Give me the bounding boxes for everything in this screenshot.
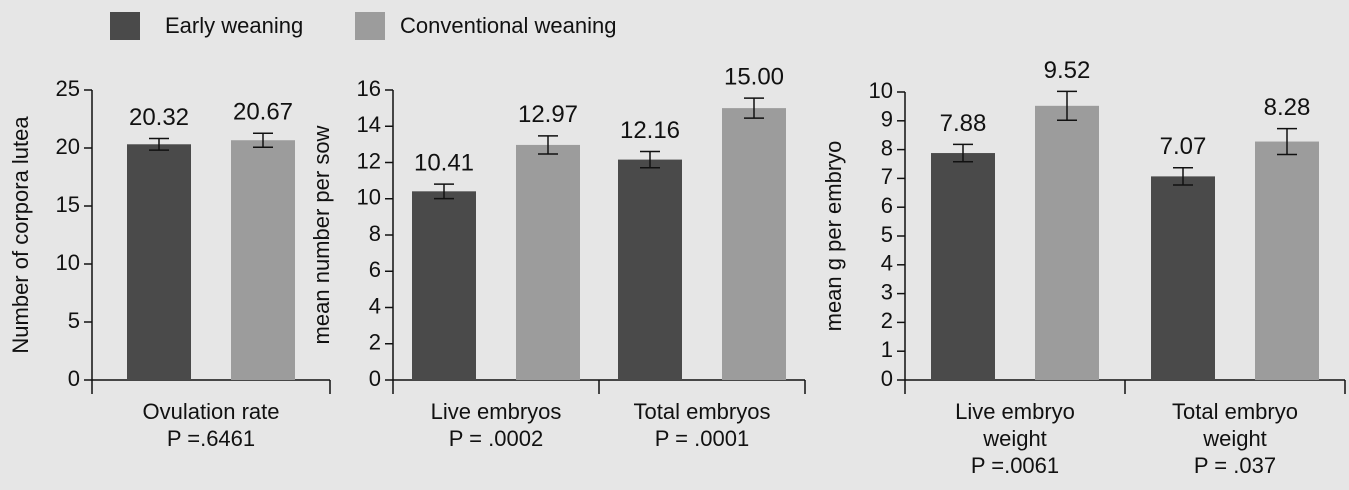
y-tick-label: 0 (68, 366, 80, 391)
y-tick-label: 10 (357, 185, 381, 210)
y-tick-label: 6 (881, 193, 893, 218)
y-axis-label: mean g per embryo (821, 141, 846, 332)
value-label: 12.16 (620, 117, 680, 144)
bar (127, 144, 191, 380)
y-tick-label: 2 (369, 330, 381, 355)
y-tick-label: 16 (357, 76, 381, 101)
value-label: 10.41 (414, 149, 474, 176)
y-tick-label: 20 (56, 134, 80, 159)
y-tick-label: 9 (881, 107, 893, 132)
x-tick-label: weight (982, 426, 1047, 451)
bar (231, 140, 295, 380)
legend-label: Conventional weaning (400, 13, 617, 38)
y-tick-label: 8 (369, 221, 381, 246)
value-label: 20.67 (233, 99, 293, 126)
y-tick-label: 4 (881, 251, 893, 276)
y-tick-label: 10 (56, 250, 80, 275)
bar (618, 159, 682, 380)
p-value: P =.6461 (167, 426, 255, 451)
y-tick-label: 0 (369, 366, 381, 391)
y-tick-label: 2 (881, 308, 893, 333)
bar (722, 108, 786, 380)
bar (931, 153, 995, 380)
y-tick-label: 14 (357, 112, 381, 137)
bar (1255, 141, 1319, 380)
x-tick-label: Total embryos (634, 399, 771, 424)
x-tick-label: Live embryo (955, 399, 1075, 424)
x-tick-label: Live embryos (431, 399, 562, 424)
y-tick-label: 10 (869, 78, 893, 103)
y-tick-label: 25 (56, 76, 80, 101)
p-value: P = .0001 (655, 426, 749, 451)
legend-swatch (110, 12, 140, 40)
value-label: 12.97 (518, 101, 578, 128)
bar (1035, 105, 1099, 380)
p-value: P =.0061 (971, 453, 1059, 478)
y-tick-label: 1 (881, 337, 893, 362)
value-label: 8.28 (1264, 94, 1311, 121)
y-tick-label: 0 (881, 366, 893, 391)
y-tick-label: 7 (881, 164, 893, 189)
y-tick-label: 5 (68, 308, 80, 333)
y-tick-label: 12 (357, 148, 381, 173)
y-tick-label: 3 (881, 279, 893, 304)
y-tick-label: 8 (881, 135, 893, 160)
value-label: 20.32 (129, 104, 189, 131)
bar (516, 144, 580, 380)
x-tick-label: Total embryo (1172, 399, 1298, 424)
y-tick-label: 4 (369, 293, 381, 318)
value-label: 15.00 (724, 64, 784, 91)
y-axis-label: mean number per sow (309, 125, 334, 344)
p-value: P = .0002 (449, 426, 543, 451)
legend-label: Early weaning (165, 13, 303, 38)
bar (1151, 176, 1215, 380)
bar (412, 191, 476, 380)
y-tick-label: 5 (881, 222, 893, 247)
y-tick-label: 15 (56, 192, 80, 217)
x-tick-label: Ovulation rate (143, 399, 280, 424)
value-label: 7.07 (1160, 133, 1207, 160)
x-tick-label: weight (1202, 426, 1267, 451)
y-tick-label: 6 (369, 257, 381, 282)
value-label: 9.52 (1044, 57, 1091, 84)
value-label: 7.88 (940, 110, 987, 137)
p-value: P = .037 (1194, 453, 1276, 478)
y-axis-label: Number of corpora lutea (8, 116, 33, 354)
legend-swatch (355, 12, 385, 40)
